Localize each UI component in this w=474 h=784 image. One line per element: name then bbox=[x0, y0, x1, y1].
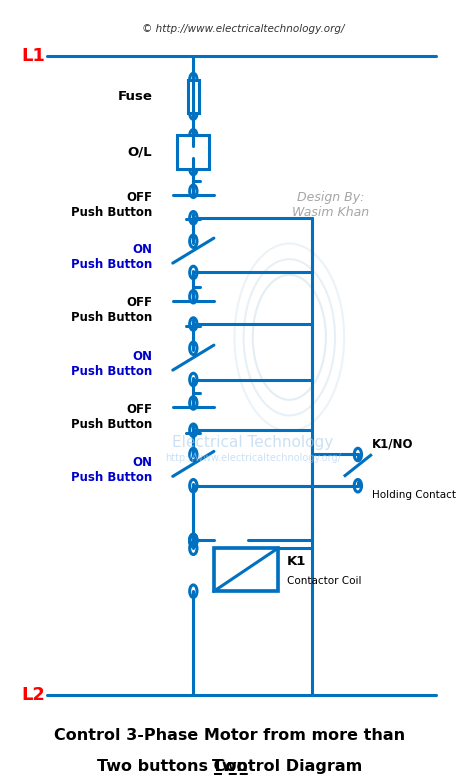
Text: OFF
Push Button: OFF Push Button bbox=[71, 403, 152, 430]
Text: OFF
Push Button: OFF Push Button bbox=[71, 191, 152, 219]
Text: http://www.electricaltechnology.org/: http://www.electricaltechnology.org/ bbox=[165, 453, 341, 463]
Text: ON
Push Button: ON Push Button bbox=[71, 456, 152, 485]
Text: Design By:
Wasim Khan: Design By: Wasim Khan bbox=[292, 191, 369, 219]
Text: O/L: O/L bbox=[128, 146, 152, 158]
Text: T̲w̲o̲: T̲w̲o̲ bbox=[211, 759, 248, 775]
Text: L2: L2 bbox=[21, 686, 46, 704]
Text: K1/NO: K1/NO bbox=[372, 437, 413, 451]
Text: Contactor Coil: Contactor Coil bbox=[287, 576, 362, 586]
Text: © http://www.electricaltechnology.org/: © http://www.electricaltechnology.org/ bbox=[142, 24, 345, 34]
Text: L1: L1 bbox=[21, 47, 46, 65]
Text: Control 3-Phase Motor from more than: Control 3-Phase Motor from more than bbox=[55, 728, 405, 743]
Text: Electrical Technology: Electrical Technology bbox=[172, 435, 333, 450]
Text: K1: K1 bbox=[287, 555, 306, 568]
Text: Two buttons Control Diagram: Two buttons Control Diagram bbox=[97, 760, 363, 775]
FancyBboxPatch shape bbox=[188, 79, 199, 113]
Text: ON
Push Button: ON Push Button bbox=[71, 350, 152, 378]
Text: OFF
Push Button: OFF Push Button bbox=[71, 296, 152, 325]
FancyBboxPatch shape bbox=[177, 135, 210, 169]
FancyBboxPatch shape bbox=[214, 548, 278, 591]
Text: ON
Push Button: ON Push Button bbox=[71, 243, 152, 270]
Text: Holding Contact: Holding Contact bbox=[372, 490, 456, 499]
Text: Fuse: Fuse bbox=[118, 90, 152, 103]
